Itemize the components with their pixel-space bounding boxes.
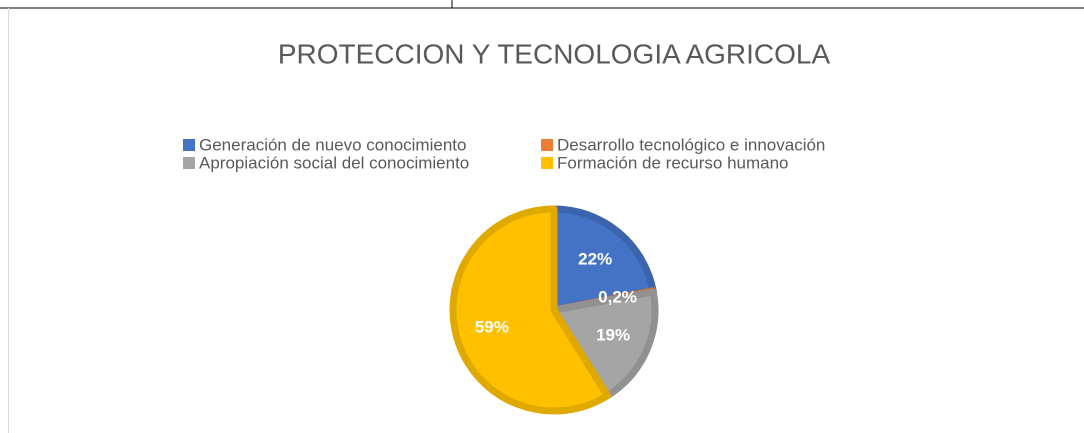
data-label: 19% <box>596 326 630 345</box>
pie-slice <box>550 205 657 314</box>
chart-title: PROTECCION Y TECNOLOGIA AGRICOLA <box>278 38 831 69</box>
legend-swatch <box>541 139 553 151</box>
legend-label: Desarrollo tecnológico e innovación <box>557 135 825 154</box>
legend-swatch <box>541 157 553 169</box>
data-label: 59% <box>475 317 509 336</box>
data-label: 22% <box>578 250 612 269</box>
pie-slice <box>449 205 611 415</box>
data-label: 0,2% <box>598 288 637 307</box>
legend-swatch <box>183 157 195 169</box>
legend-label: Formación de recurso humano <box>557 153 789 172</box>
legend-label: Apropiación social del conocimiento <box>199 153 469 172</box>
legend-label: Generación de nuevo conocimiento <box>199 135 466 154</box>
legend-swatch <box>183 139 195 151</box>
pie-slice <box>550 288 659 400</box>
